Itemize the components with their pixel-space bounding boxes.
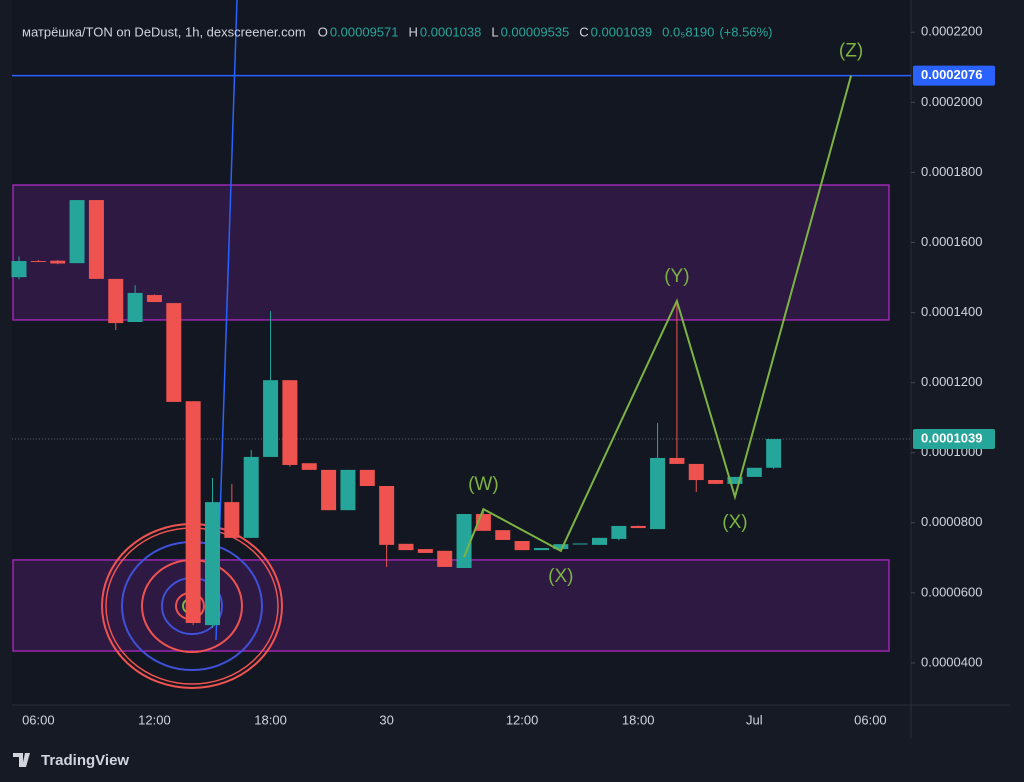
- candle-body: [146, 295, 162, 303]
- y-tick-label: 0.0000800: [921, 514, 982, 529]
- candle-body: [282, 380, 298, 465]
- candle-body: [30, 261, 46, 263]
- candle-body: [88, 200, 104, 279]
- y-tick-label: 0.0001800: [921, 164, 982, 179]
- candle-body: [417, 549, 433, 553]
- wave-label: (Y): [664, 266, 689, 287]
- candle-body: [321, 469, 337, 511]
- candle-body: [456, 514, 472, 568]
- candle-body: [224, 502, 240, 538]
- candle-body: [650, 457, 666, 530]
- change-pct: (+8.56%): [719, 24, 772, 39]
- ohlc-value: 0.00009571: [330, 24, 399, 39]
- candle-body: [766, 439, 782, 468]
- brand-logo: [13, 753, 30, 767]
- y-tick-label: 0.0002000: [921, 94, 982, 109]
- candle-body: [514, 541, 530, 551]
- x-tick-label: 18:00: [254, 712, 287, 727]
- candle-body: [301, 463, 317, 470]
- candle-body: [495, 530, 511, 540]
- ohlc-value: 0.00009535: [501, 24, 570, 39]
- candle-body: [108, 278, 124, 324]
- candle-body: [592, 537, 607, 545]
- candle-body: [572, 543, 588, 545]
- candle-body: [340, 469, 356, 511]
- candle-body: [553, 544, 569, 550]
- wave-label: (W): [468, 474, 499, 495]
- price-label: 0.0001039: [921, 430, 982, 445]
- x-tick-label: 30: [379, 712, 393, 727]
- x-tick-label: 12:00: [138, 712, 171, 727]
- candle-body: [263, 380, 279, 457]
- candle-body: [533, 548, 549, 551]
- candle-body: [50, 260, 66, 264]
- ohlc-key: L: [491, 24, 498, 39]
- price-label-bg: [913, 65, 995, 86]
- y-tick-label: 0.0002200: [921, 24, 982, 39]
- ohlc-key: C: [579, 24, 588, 39]
- wave-label: (Z): [839, 41, 863, 62]
- candle-body: [166, 303, 182, 402]
- y-tick-label: 0.0001200: [921, 374, 982, 389]
- plot-area: [12, 0, 911, 705]
- x-tick-label: 06:00: [22, 712, 55, 727]
- wave-label: (X): [722, 512, 747, 533]
- x-tick-label: Jul: [746, 712, 763, 727]
- candle-body: [185, 401, 201, 624]
- price-label-bg: [913, 429, 995, 450]
- zone: [12, 559, 890, 652]
- candle-body: [127, 292, 143, 323]
- candle-body: [669, 457, 685, 464]
- change: 0.0₅8190: [662, 24, 714, 39]
- candle-body: [630, 525, 646, 529]
- x-tick-label: 18:00: [622, 712, 655, 727]
- ohlc-value: 0.0001038: [420, 24, 481, 39]
- ohlc-key: H: [409, 24, 418, 39]
- y-tick-label: 0.0000400: [921, 654, 982, 669]
- footer: TradingView: [13, 752, 129, 769]
- candle-body: [708, 480, 724, 484]
- x-tick-label: 12:00: [506, 712, 539, 727]
- candle-body: [611, 525, 627, 539]
- ohlc-value: 0.0001039: [591, 24, 652, 39]
- candle-body: [205, 502, 220, 626]
- candle-body: [437, 550, 453, 567]
- wave-label: (X): [548, 566, 573, 587]
- price-label: 0.0002076: [921, 67, 982, 82]
- candle-body: [727, 476, 743, 484]
- candle-body: [359, 469, 375, 487]
- candle-body: [398, 543, 414, 551]
- chart-title: матрёшка/TON on DeDust, 1h, dexscreener.…: [22, 24, 306, 39]
- candle-body: [243, 456, 259, 538]
- brand: TradingView: [41, 752, 129, 769]
- x-tick-label: 06:00: [854, 712, 887, 727]
- ohlc-key: O: [318, 24, 328, 39]
- candle-body: [379, 486, 395, 545]
- candle-body: [11, 261, 27, 278]
- zone: [12, 184, 890, 321]
- y-tick-label: 0.0001400: [921, 304, 982, 319]
- candle-body: [746, 467, 762, 477]
- candle-body: [688, 463, 704, 481]
- y-tick-label: 0.0000600: [921, 584, 982, 599]
- y-tick-label: 0.0001600: [921, 234, 982, 249]
- wave-line: [463, 75, 853, 558]
- candle-body: [69, 200, 85, 264]
